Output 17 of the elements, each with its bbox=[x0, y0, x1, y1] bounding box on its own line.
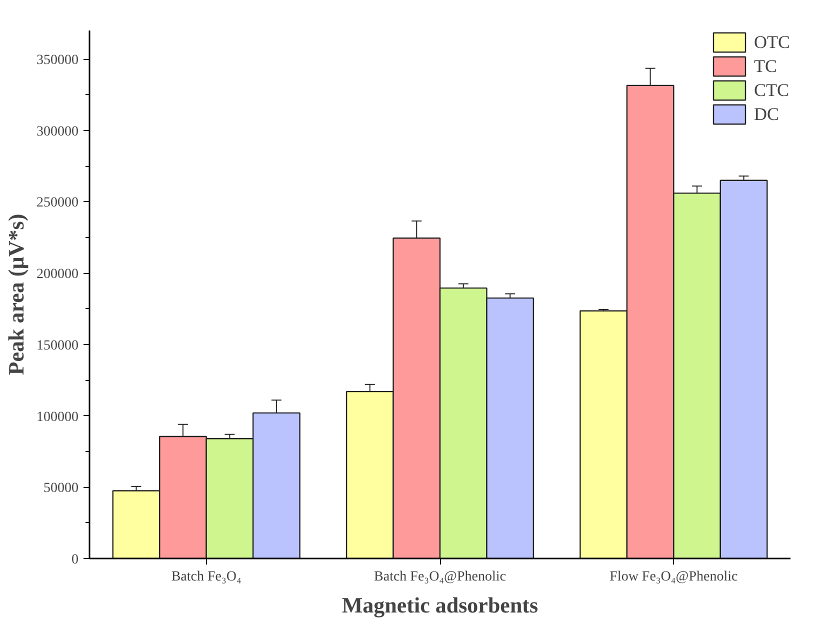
legend-label: TC bbox=[754, 56, 778, 76]
y-tick-label: 200000 bbox=[36, 267, 78, 282]
x-tick-label: Batch Fe₃O₄ bbox=[171, 570, 242, 584]
y-tick-label: 300000 bbox=[36, 124, 78, 140]
legend-label: DC bbox=[754, 104, 780, 124]
y-tick-label: 100000 bbox=[36, 410, 78, 425]
x-tick-label: Flow Fe₃O₄@Phenolic bbox=[610, 570, 738, 584]
y-axis-title: Peak area (µV*s) bbox=[4, 214, 28, 376]
legend-label: CTC bbox=[754, 80, 790, 100]
y-tick-label: 350000 bbox=[36, 53, 78, 68]
y-tick-label: 0 bbox=[72, 552, 78, 568]
y-tick-label: 250000 bbox=[36, 196, 78, 211]
x-tick-label: Batch Fe₃O₄@Phenolic bbox=[374, 570, 506, 584]
x-axis-title: Magnetic adsorbents bbox=[342, 592, 539, 618]
y-tick-label: 50000 bbox=[44, 481, 78, 496]
y-tick-label: 150000 bbox=[36, 338, 78, 354]
legend-label: OTC bbox=[754, 32, 790, 52]
